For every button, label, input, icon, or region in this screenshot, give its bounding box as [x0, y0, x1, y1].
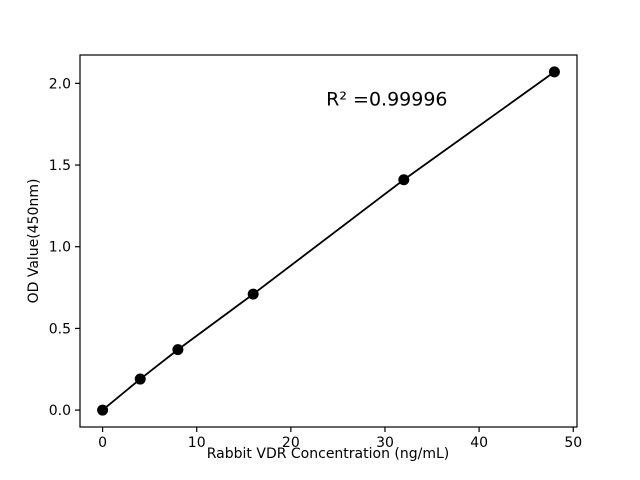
data-point — [398, 174, 410, 186]
x-tick-label: 20 — [282, 435, 300, 451]
series-line-group — [102, 71, 555, 411]
data-point — [97, 404, 109, 416]
x-axis-ticks: 0 10 20 30 40 50 — [98, 427, 582, 451]
y-tick-label: 2.0 — [49, 76, 71, 92]
data-point — [134, 373, 146, 385]
x-tick-label: 50 — [564, 435, 582, 451]
x-tick-label: 30 — [376, 435, 394, 451]
standard-curve-line — [102, 71, 555, 411]
data-point — [548, 66, 560, 78]
y-tick-label: 1.5 — [49, 158, 71, 174]
x-tick-label: 10 — [188, 435, 206, 451]
data-point — [172, 344, 184, 356]
y-axis-label: OD Value(450nm) — [26, 179, 42, 304]
axes-frame — [79, 54, 578, 428]
r-squared-annotation: R² =0.99996 — [326, 89, 447, 111]
x-tick-label: 0 — [98, 435, 107, 451]
plot-frame-group — [79, 54, 578, 428]
x-tick-label: 40 — [470, 435, 488, 451]
y-tick-label: 0.5 — [49, 321, 71, 337]
y-tick-label: 1.0 — [49, 240, 71, 256]
y-axis-ticks: 0.0 0.5 1.0 1.5 2.0 — [49, 76, 80, 419]
y-tick-label: 0.0 — [49, 403, 71, 419]
data-point — [247, 288, 259, 300]
series-points-group — [97, 66, 560, 416]
x-axis-label: Rabbit VDR Concentration (ng/mL) — [207, 446, 449, 462]
